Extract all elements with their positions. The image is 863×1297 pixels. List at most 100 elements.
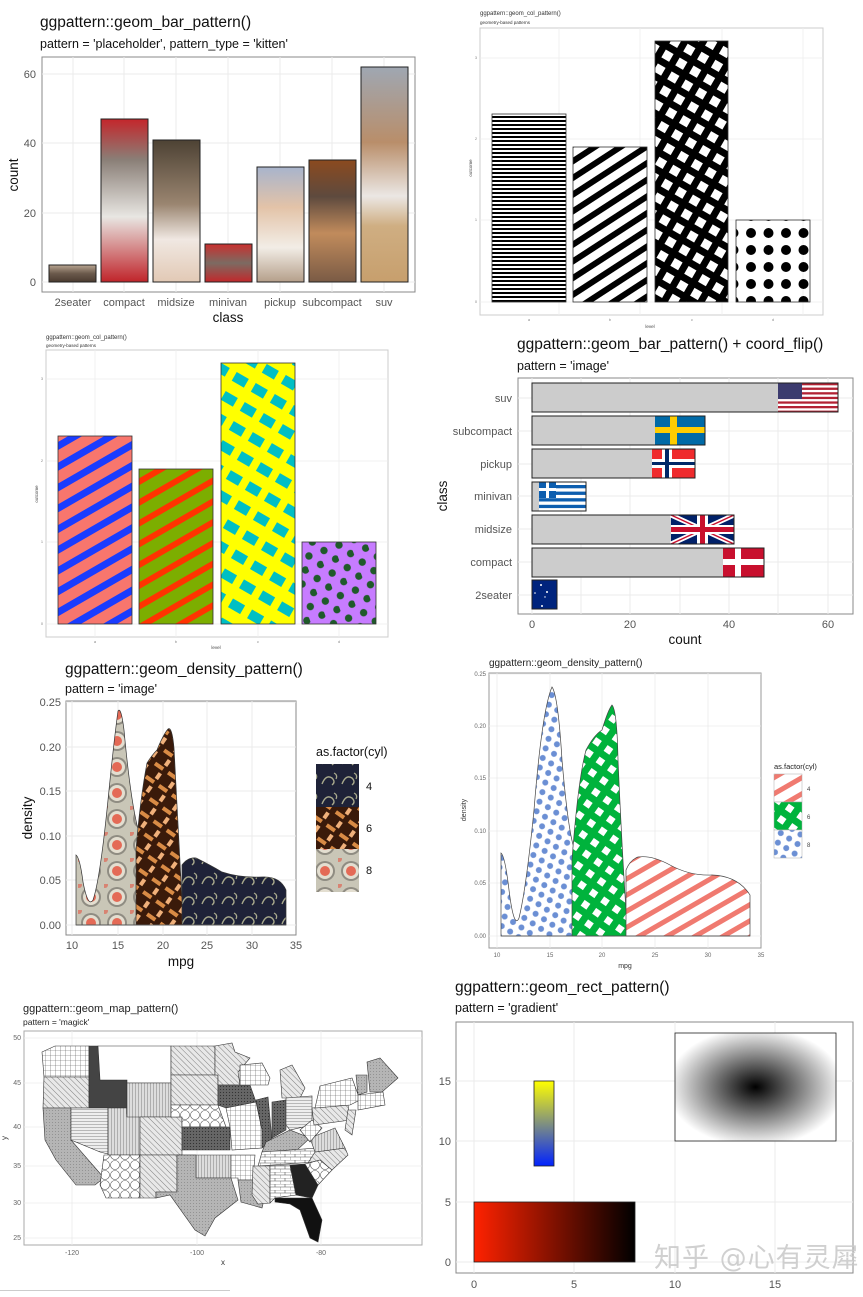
legend-key-4 (773, 773, 803, 803)
state-michigan (279, 1064, 306, 1099)
y-axis-label: outcome (468, 159, 473, 177)
legend-label-6: 6 (807, 815, 811, 821)
bar-subcompact (308, 159, 357, 283)
x-axis-label: x (221, 1258, 225, 1267)
panel-bar-flip-flags: ggpattern::geom_bar_pattern() + coord_fl… (430, 330, 863, 650)
chart-title: ggpattern::geom_col_pattern() (480, 11, 561, 17)
state-new-york (314, 1077, 361, 1109)
state-ohio (285, 1095, 313, 1131)
svg-text:0.05: 0.05 (40, 875, 61, 887)
legend-label-8: 8 (366, 865, 372, 877)
density-geometry-chart: ggpattern::geom_density_pattern() 0.000.… (461, 658, 817, 970)
state-new-mexico (139, 1154, 178, 1199)
svg-text:-120: -120 (65, 1250, 79, 1257)
y-axis-label: density (20, 796, 35, 839)
svg-text:0: 0 (445, 1257, 451, 1269)
bar-stripe-horizontal (491, 113, 567, 303)
bar-minivan (204, 243, 253, 283)
legend-title: as.factor(cyl) (774, 762, 817, 771)
y-axis-label: y (0, 1136, 9, 1140)
x-ticks: a b c d (528, 318, 774, 322)
x-axis-label: mpg (168, 954, 194, 969)
legend-label-8: 8 (807, 843, 811, 849)
svg-text:d: d (338, 640, 340, 644)
state-new-england-south (357, 1091, 386, 1111)
svg-text:15: 15 (439, 1076, 451, 1088)
divider (0, 1290, 230, 1291)
y-ticks: 0 5 10 15 (439, 1076, 451, 1269)
x-axis-label: level (645, 324, 654, 329)
svg-text:10: 10 (439, 1136, 451, 1148)
svg-text:30: 30 (705, 953, 712, 959)
panel-map-pattern: ggpattern::geom_map_pattern() pattern = … (0, 980, 430, 1292)
bar-subcompact (531, 415, 706, 446)
svg-text:1: 1 (41, 540, 43, 544)
state-north-dakota (170, 1045, 216, 1076)
chart-subtitle: pattern = 'image' (65, 682, 157, 696)
svg-text:minivan: minivan (474, 491, 512, 503)
legend-key-6 (773, 801, 803, 831)
svg-text:0: 0 (471, 1279, 477, 1291)
svg-text:0.15: 0.15 (474, 776, 486, 782)
svg-text:25: 25 (201, 940, 213, 952)
state-florida (274, 1197, 323, 1243)
legend-key-6 (316, 807, 359, 850)
state-wyoming (126, 1082, 172, 1118)
y-ticks: 0 1 2 3 (475, 56, 477, 304)
panel-col-pattern-color: ggpattern::geom_col_pattern() geometry-b… (0, 330, 430, 650)
svg-text:0.10: 0.10 (40, 831, 61, 843)
col-pattern-bw-chart: ggpattern::geom_col_pattern() geometry-b… (468, 11, 824, 329)
y-axis-label: outcome (34, 485, 39, 503)
svg-text:15: 15 (112, 940, 124, 952)
svg-text:c: c (257, 640, 259, 644)
legend-key-4 (316, 764, 359, 807)
state-minnesota (214, 1042, 251, 1086)
svg-text:0: 0 (30, 277, 36, 289)
state-nevada (70, 1107, 109, 1155)
svg-text:35: 35 (13, 1163, 21, 1170)
svg-text:3: 3 (475, 56, 477, 60)
x-ticks: a b c d (94, 640, 340, 644)
svg-text:2seater: 2seater (475, 590, 512, 602)
svg-text:20: 20 (157, 940, 169, 952)
svg-text:3: 3 (41, 377, 43, 381)
state-maine (366, 1057, 399, 1093)
bar-pickup (531, 448, 696, 479)
state-new-jersey (344, 1109, 357, 1136)
svg-text:0.25: 0.25 (40, 697, 61, 709)
state-washington (41, 1045, 90, 1078)
chart-title: ggpattern::geom_density_pattern() (65, 661, 303, 678)
bar-circle-purple (301, 541, 377, 625)
svg-text:60: 60 (24, 69, 36, 81)
svg-text:45: 45 (13, 1080, 21, 1087)
svg-text:-80: -80 (316, 1250, 326, 1257)
y-ticks: 0 1 2 3 (41, 377, 43, 626)
panel-density-geometry: ggpattern::geom_density_pattern() 0.00 0.… (430, 650, 863, 980)
state-colorado (139, 1116, 183, 1156)
bar-compact (531, 547, 765, 578)
x-ticks: 2seater compact midsize minivan pickup s… (55, 297, 393, 309)
y-axis-label: count (6, 158, 21, 191)
svg-text:5: 5 (571, 1279, 577, 1291)
bar-midsize (531, 512, 736, 547)
svg-text:40: 40 (723, 619, 735, 631)
state-kansas (181, 1126, 231, 1151)
chart-subtitle: geometry-based patterns (46, 343, 97, 348)
bar-circle (735, 219, 811, 303)
rect-blue-yellow-gradient (533, 1080, 555, 1167)
svg-text:compact: compact (470, 557, 512, 569)
us-states (41, 1042, 399, 1243)
bar-stripe-red (138, 468, 214, 625)
panel-col-pattern-bw: ggpattern::geom_col_pattern() geometry-b… (430, 0, 863, 330)
bars (48, 66, 409, 283)
state-indiana (271, 1099, 287, 1139)
x-ticks: 10 15 20 25 30 35 (66, 940, 302, 952)
svg-text:0: 0 (529, 619, 535, 631)
bar-crosshatch (654, 40, 729, 303)
svg-text:b: b (175, 640, 177, 644)
legend-label-4: 4 (366, 781, 372, 793)
svg-text:50: 50 (13, 1035, 21, 1042)
svg-text:compact: compact (103, 297, 145, 309)
bar-suv (531, 382, 839, 413)
x-axis-label: count (668, 632, 701, 647)
